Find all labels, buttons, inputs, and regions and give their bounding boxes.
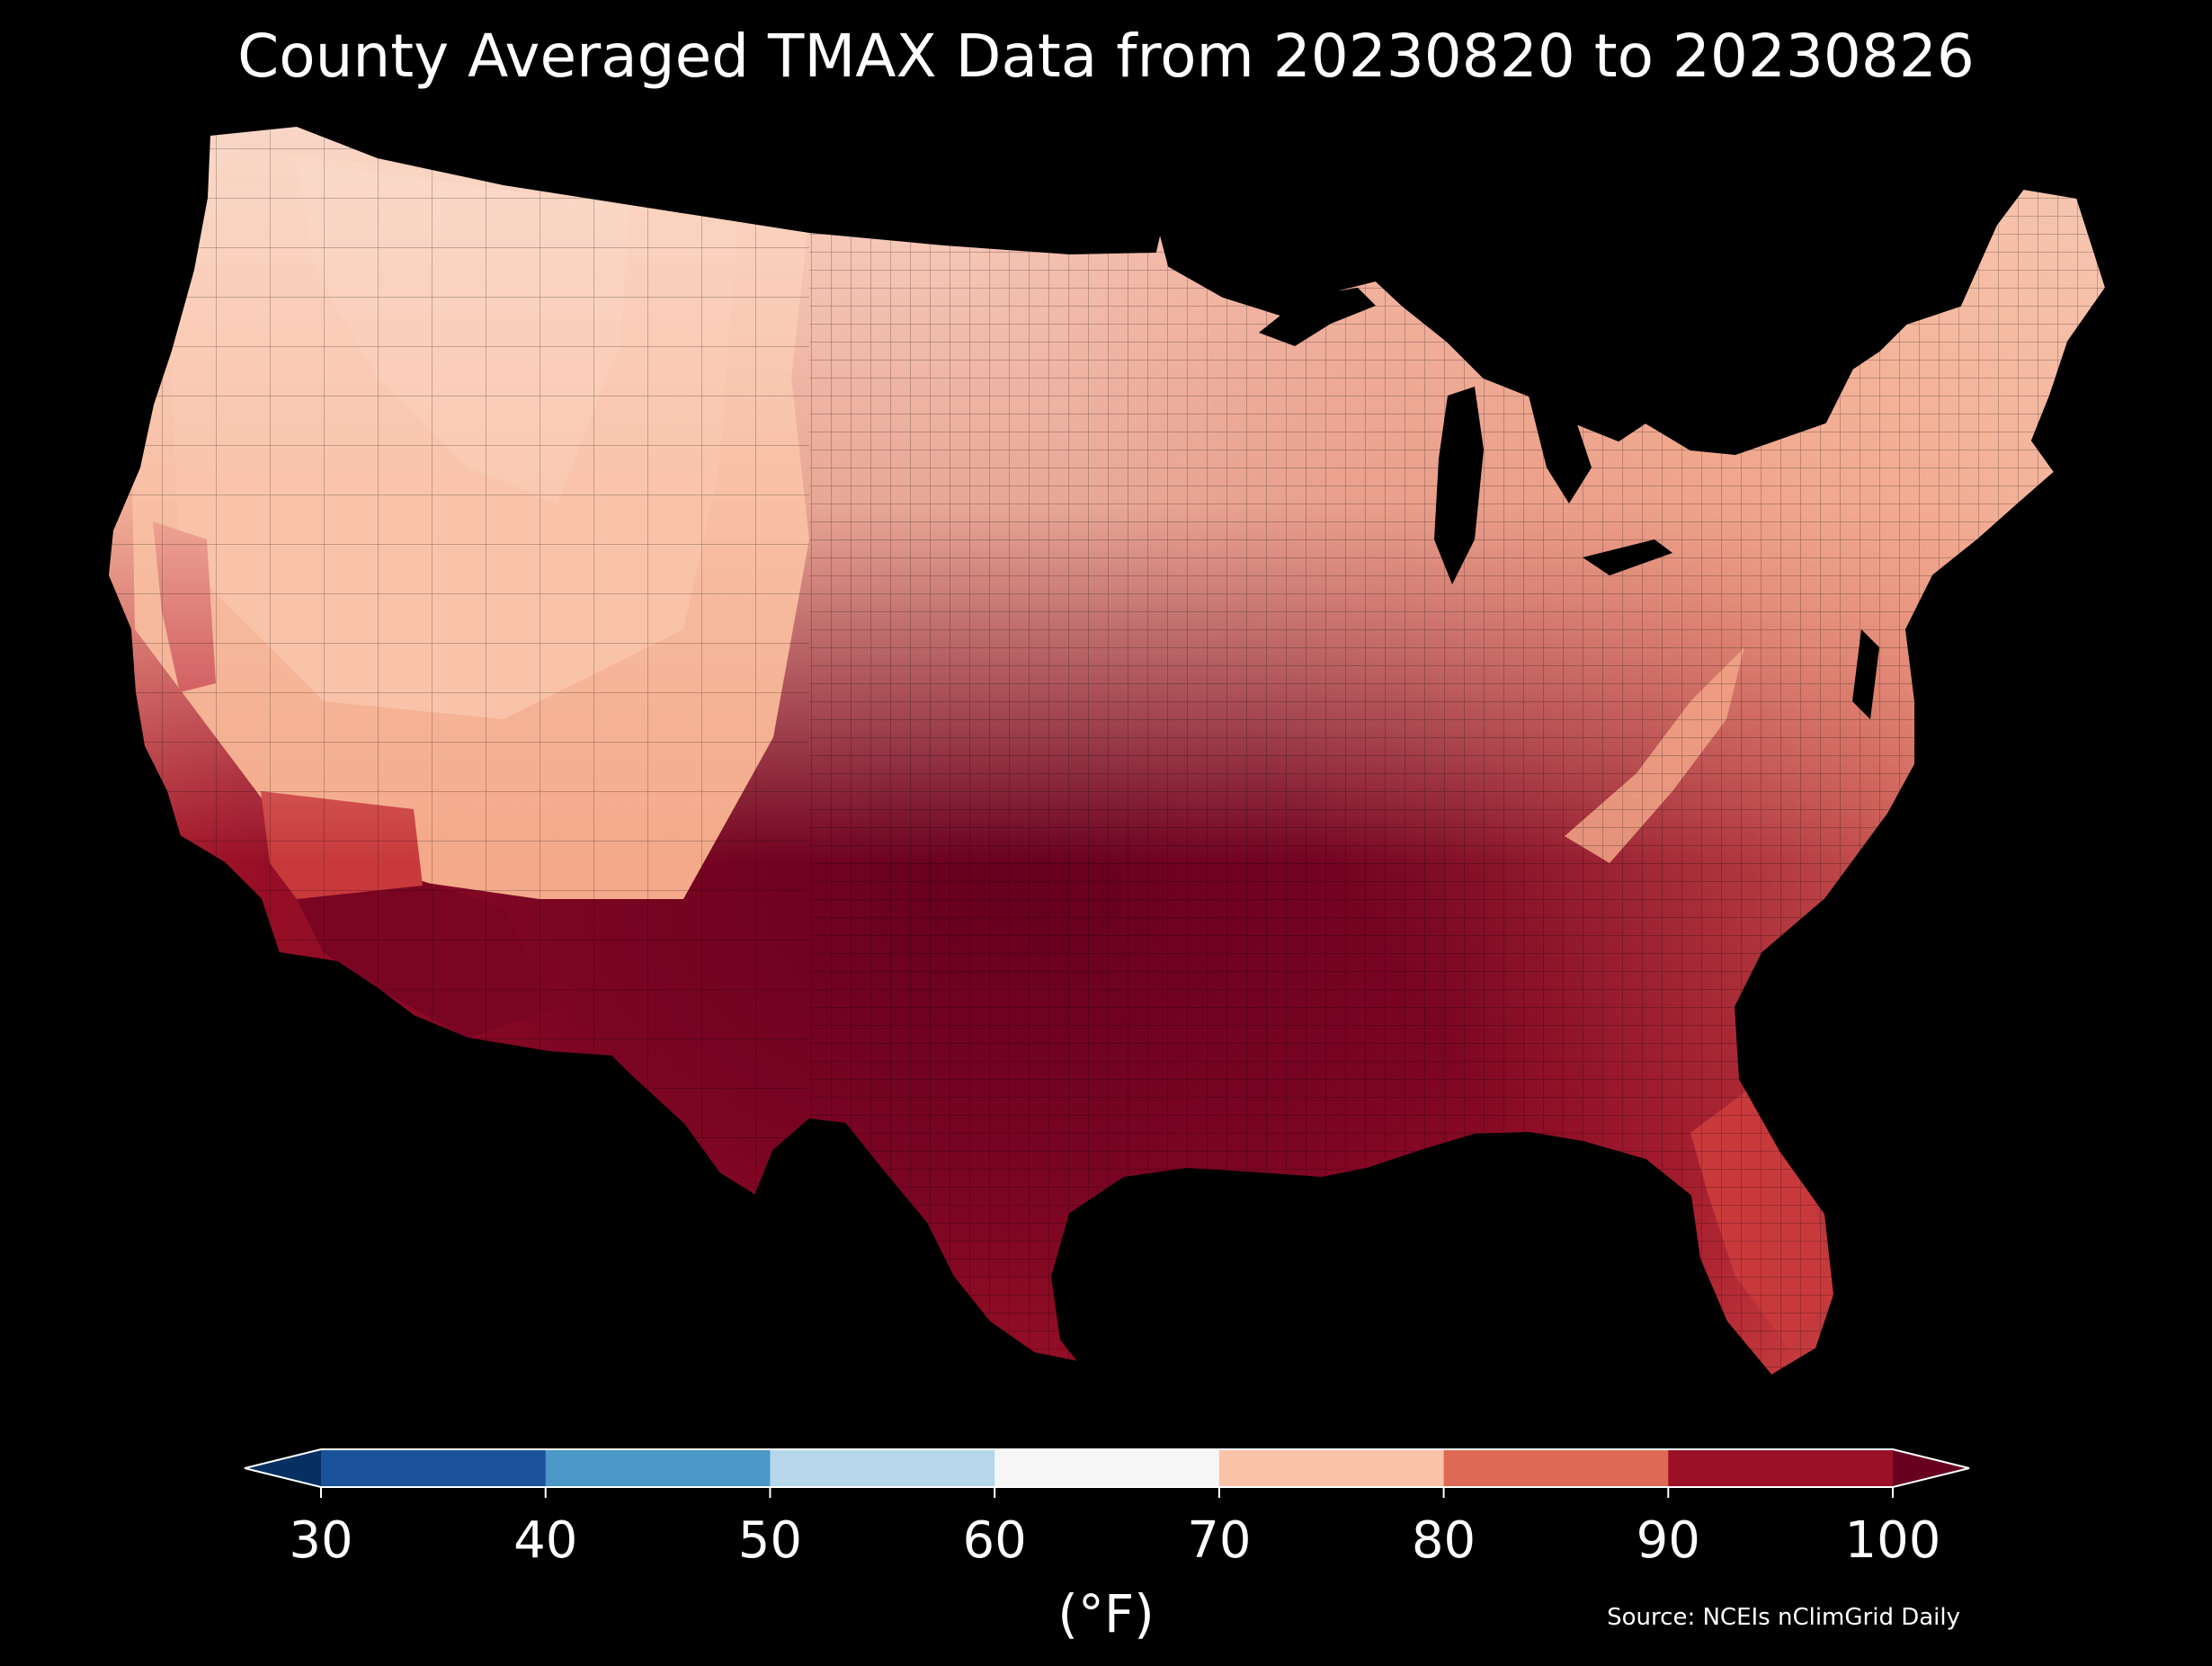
us-county-map	[106, 124, 2108, 1377]
colorbar-bin	[321, 1449, 547, 1487]
map-title: County Averaged TMAX Data from 20230820 …	[237, 22, 1975, 91]
lake-erie	[1583, 539, 1672, 575]
colorbar-tick-label: 40	[513, 1511, 578, 1570]
colorbar-tick-label: 50	[737, 1511, 803, 1570]
source-credit: Source: NCEIs nClimGrid Daily	[1607, 1604, 1960, 1631]
colorbar-bin	[545, 1449, 771, 1487]
colorbar-bin	[770, 1449, 995, 1487]
colorbar-bin	[1668, 1449, 1894, 1487]
colorbar-tick-label: 80	[1411, 1511, 1476, 1570]
colorbar-tick-label: 90	[1636, 1511, 1700, 1570]
chesapeake-bay	[1852, 629, 1879, 719]
colorbar-tick-label: 70	[1187, 1511, 1252, 1570]
colorbar-bin	[1443, 1449, 1669, 1487]
colorbar-tick-label: 30	[289, 1511, 353, 1570]
colorbar-extend-high	[1893, 1449, 1969, 1487]
lake-superior	[1259, 288, 1376, 346]
lake-michigan	[1434, 387, 1484, 584]
colorbar-bin	[995, 1449, 1220, 1487]
colorbar-bin	[1218, 1449, 1445, 1487]
colorbar-extend-low	[245, 1449, 321, 1487]
colorbar-unit-label: (°F)	[1057, 1583, 1155, 1644]
colorbar-tick-label: 100	[1844, 1511, 1941, 1570]
colorbar-tick-label: 60	[962, 1511, 1027, 1570]
